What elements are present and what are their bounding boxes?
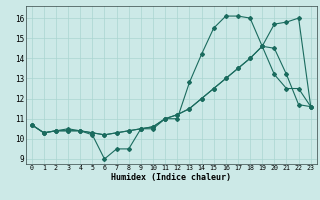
X-axis label: Humidex (Indice chaleur): Humidex (Indice chaleur): [111, 173, 231, 182]
